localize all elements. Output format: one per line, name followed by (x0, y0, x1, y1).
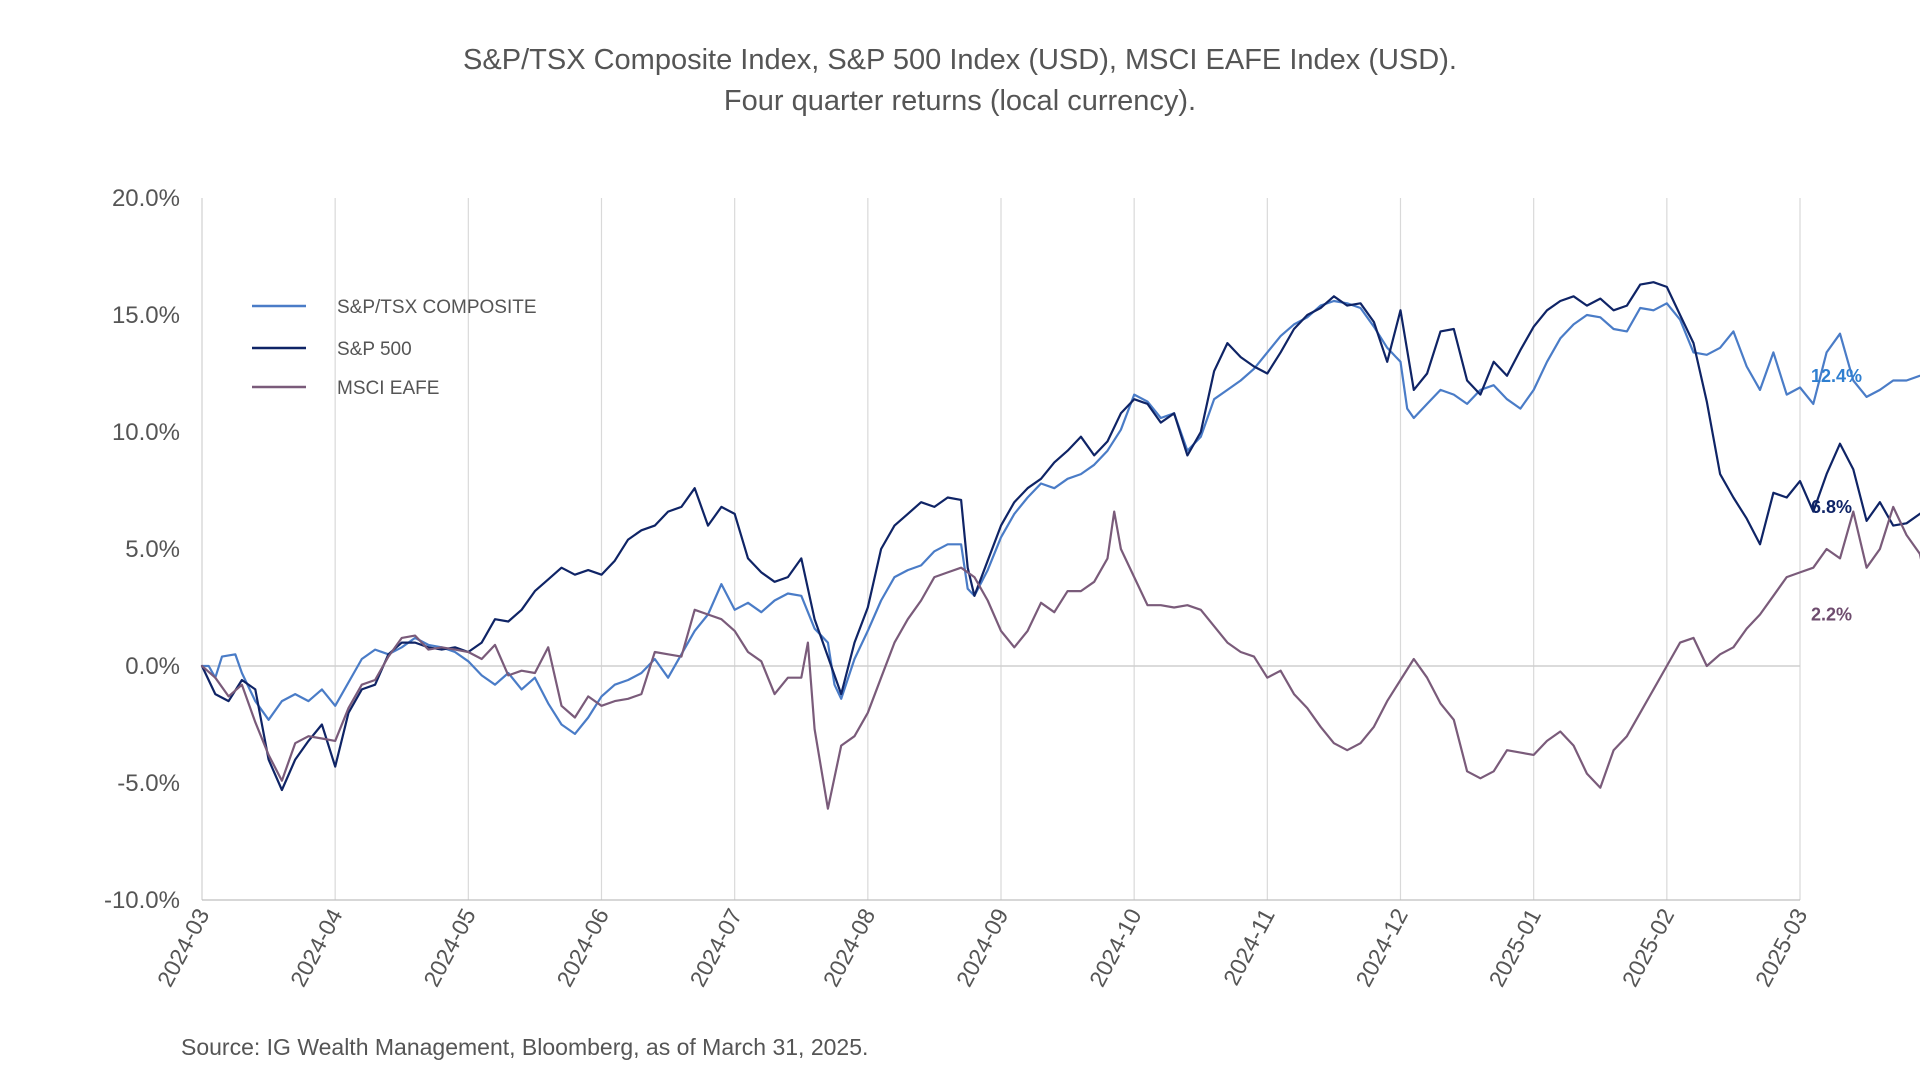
x-tick-label: 2024-10 (1084, 904, 1147, 991)
y-tick-label: -5.0% (117, 770, 180, 797)
legend-label: S&P/TSX COMPOSITE (337, 297, 537, 318)
x-tick-label: 2024-05 (418, 904, 481, 991)
source-note: Source: IG Wealth Management, Bloomberg,… (181, 1034, 869, 1060)
series-line-2 (200, 505, 1920, 810)
chart-title: S&P/TSX Composite Index, S&P 500 Index (… (463, 44, 1457, 76)
x-tick-label: 2024-12 (1350, 904, 1413, 991)
x-tick-label: 2024-09 (951, 904, 1014, 991)
x-tick-label: 2025-03 (1750, 904, 1813, 991)
y-tick-label: 0.0% (125, 653, 180, 680)
x-tick-label: 2024-11 (1218, 904, 1280, 989)
x-tick-label: 2024-04 (285, 904, 348, 991)
chart-title-block: S&P/TSX Composite Index, S&P 500 Index (… (0, 40, 1920, 122)
legend: S&P/TSX COMPOSITE S&P 500 MSCI EAFE (252, 297, 537, 399)
end-value-label: 2.2% (1811, 605, 1852, 625)
x-tick-label: 2024-06 (551, 904, 614, 991)
y-tick-label: 5.0% (125, 536, 180, 563)
end-value-label: 6.8% (1811, 497, 1852, 517)
x-tick-label: 2024-07 (684, 904, 747, 991)
y-tick-label: 10.0% (112, 419, 180, 446)
legend-label: S&P 500 (337, 339, 412, 360)
series-line-0 (200, 299, 1920, 735)
y-tick-label: -10.0% (104, 887, 180, 914)
legend-label: MSCI EAFE (337, 378, 439, 399)
x-tick-label: 2025-01 (1483, 904, 1546, 991)
x-tick-label: 2025-02 (1617, 904, 1680, 991)
series-line-1 (200, 281, 1920, 792)
end-value-label: 12.4% (1811, 366, 1862, 386)
y-tick-label: 15.0% (112, 302, 180, 329)
end-labels: 12.4% 6.8% 2.2% (1811, 366, 1862, 625)
chart-subtitle: Four quarter returns (local currency). (723, 85, 1197, 117)
x-tick-label: 2024-08 (818, 904, 881, 991)
gridlines (334, 198, 1801, 900)
y-tick-label: 20.0% (112, 185, 180, 212)
series-lines (200, 281, 1920, 810)
x-tick-label: 2024-03 (152, 904, 215, 991)
